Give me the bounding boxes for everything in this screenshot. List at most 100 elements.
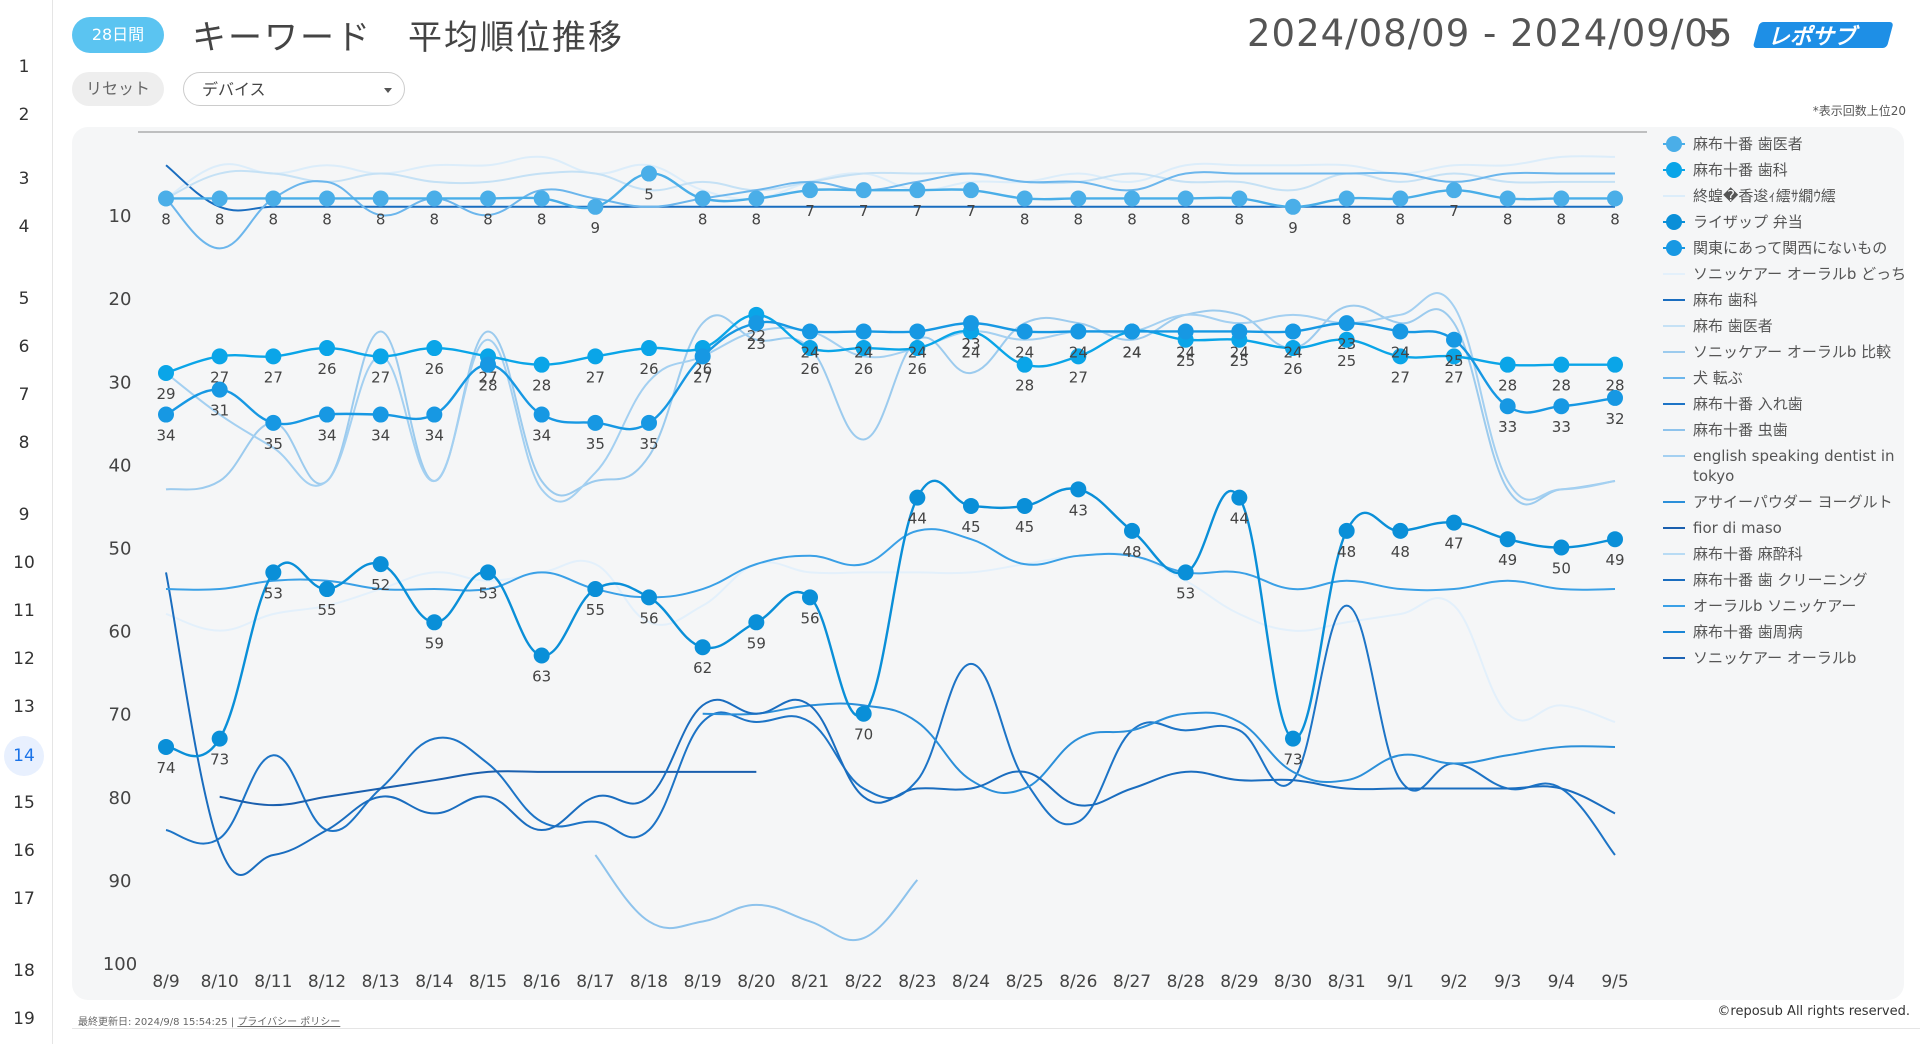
row-number[interactable]: 12 bbox=[13, 649, 35, 669]
series-point[interactable] bbox=[211, 381, 228, 398]
row-number[interactable]: 4 bbox=[18, 217, 30, 237]
series-point[interactable] bbox=[1392, 522, 1409, 539]
series-point[interactable] bbox=[641, 340, 657, 357]
series-point[interactable] bbox=[426, 190, 443, 207]
series-point[interactable] bbox=[480, 190, 496, 207]
series-point[interactable] bbox=[909, 489, 926, 506]
series-point[interactable] bbox=[1231, 190, 1248, 207]
legend-item[interactable]: 麻布 歯医者 bbox=[1663, 317, 1773, 335]
series-point[interactable] bbox=[587, 198, 604, 215]
series-point[interactable] bbox=[1124, 323, 1140, 340]
row-number[interactable]: 8 bbox=[18, 433, 30, 453]
series-point[interactable] bbox=[694, 639, 711, 656]
series-point[interactable] bbox=[158, 364, 174, 381]
series-point[interactable] bbox=[265, 564, 282, 581]
legend-item[interactable]: 麻布十番 歯 クリーニング bbox=[1663, 571, 1868, 589]
series-point[interactable] bbox=[1446, 348, 1462, 365]
series-point[interactable] bbox=[641, 414, 657, 431]
series-point[interactable] bbox=[587, 581, 604, 598]
series-point[interactable] bbox=[1607, 389, 1623, 406]
series-point[interactable] bbox=[909, 323, 926, 340]
series-point[interactable] bbox=[265, 348, 282, 365]
series-point[interactable] bbox=[1553, 398, 1570, 415]
series-point[interactable] bbox=[748, 190, 765, 207]
series-point[interactable] bbox=[372, 348, 389, 365]
row-number[interactable]: 9 bbox=[18, 505, 30, 525]
series-point[interactable] bbox=[1285, 323, 1301, 340]
series-point[interactable] bbox=[641, 165, 657, 182]
series-point[interactable] bbox=[963, 497, 979, 514]
period-badge[interactable]: 28日間 bbox=[72, 17, 164, 53]
series-point[interactable] bbox=[1499, 190, 1516, 207]
series-point[interactable] bbox=[319, 190, 335, 207]
row-number[interactable]: 18 bbox=[13, 961, 35, 981]
series-point[interactable] bbox=[1124, 522, 1140, 539]
series-point[interactable] bbox=[1231, 323, 1248, 340]
series-point[interactable] bbox=[855, 323, 872, 340]
series-point[interactable] bbox=[1285, 730, 1301, 747]
row-number[interactable]: 16 bbox=[13, 841, 35, 861]
legend-item[interactable]: 関東にあって関西にないもの bbox=[1663, 239, 1887, 257]
series-point[interactable] bbox=[426, 614, 443, 631]
series-point[interactable] bbox=[265, 190, 282, 207]
date-range[interactable]: 2024/08/09 - 2024/09/05 bbox=[1247, 12, 1734, 55]
series-point[interactable] bbox=[1016, 497, 1033, 514]
row-number[interactable]: 14 bbox=[4, 736, 44, 776]
series-point[interactable] bbox=[1231, 489, 1248, 506]
row-number[interactable]: 2 bbox=[18, 105, 30, 125]
legend-item[interactable]: ソニッケアー オーラルb 比較 bbox=[1663, 343, 1891, 361]
series-point[interactable] bbox=[533, 190, 550, 207]
series-point[interactable] bbox=[1446, 514, 1462, 531]
series-point[interactable] bbox=[372, 190, 389, 207]
series-point[interactable] bbox=[211, 730, 228, 747]
series-point[interactable] bbox=[1285, 340, 1301, 357]
series-point[interactable] bbox=[748, 315, 765, 332]
privacy-policy-link[interactable]: プライバシー ポリシー bbox=[237, 1017, 341, 1028]
series-point[interactable] bbox=[1338, 331, 1355, 348]
series-point[interactable] bbox=[909, 182, 926, 199]
legend-item[interactable]: オーラルb ソニッケアー bbox=[1663, 597, 1856, 615]
series-point[interactable] bbox=[480, 564, 496, 581]
row-number[interactable]: 5 bbox=[18, 289, 30, 309]
series-point[interactable] bbox=[802, 340, 818, 357]
series-point[interactable] bbox=[1070, 323, 1087, 340]
series-point[interactable] bbox=[533, 356, 550, 373]
row-number[interactable]: 3 bbox=[18, 169, 30, 189]
legend-item[interactable]: 麻布十番 歯科 bbox=[1663, 161, 1788, 179]
series-point[interactable] bbox=[748, 614, 765, 631]
series-point[interactable] bbox=[1553, 190, 1570, 207]
legend-item[interactable]: 終蝗�香逡ｨ繧ｻ繝ｳ繧 bbox=[1663, 187, 1836, 205]
series-point[interactable] bbox=[1607, 356, 1623, 373]
series-point[interactable] bbox=[1446, 182, 1462, 199]
series-point[interactable] bbox=[855, 182, 872, 199]
legend-item[interactable]: 犬 転ぶ bbox=[1663, 369, 1743, 387]
series-point[interactable] bbox=[1285, 198, 1301, 215]
series-point[interactable] bbox=[802, 323, 818, 340]
chevron-down-icon[interactable] bbox=[1705, 30, 1723, 40]
legend-item[interactable]: 麻布十番 虫歯 bbox=[1663, 421, 1788, 439]
series-point[interactable] bbox=[1177, 564, 1194, 581]
series-point[interactable] bbox=[1553, 539, 1570, 556]
series-point[interactable] bbox=[533, 406, 550, 423]
series-point[interactable] bbox=[426, 406, 443, 423]
series-point[interactable] bbox=[1070, 481, 1087, 498]
series-point[interactable] bbox=[1607, 190, 1623, 207]
row-number[interactable]: 1 bbox=[18, 57, 30, 77]
series-point[interactable] bbox=[1070, 190, 1087, 207]
series-point[interactable] bbox=[1499, 531, 1516, 548]
reset-button[interactable]: リセット bbox=[72, 72, 164, 106]
legend-item[interactable]: ライザップ 弁当 bbox=[1663, 213, 1803, 231]
series-point[interactable] bbox=[1124, 190, 1140, 207]
series-point[interactable] bbox=[1016, 356, 1033, 373]
series-point[interactable] bbox=[372, 406, 389, 423]
row-number[interactable]: 11 bbox=[13, 601, 35, 621]
series-point[interactable] bbox=[1499, 356, 1516, 373]
series-point[interactable] bbox=[211, 348, 228, 365]
series-point[interactable] bbox=[1338, 190, 1355, 207]
legend-item[interactable]: 麻布十番 麻酔科 bbox=[1663, 545, 1803, 563]
series-point[interactable] bbox=[694, 348, 711, 365]
legend-item[interactable]: fior di maso bbox=[1663, 519, 1782, 537]
series-point[interactable] bbox=[963, 182, 979, 199]
series-point[interactable] bbox=[1338, 522, 1355, 539]
series-point[interactable] bbox=[587, 414, 604, 431]
